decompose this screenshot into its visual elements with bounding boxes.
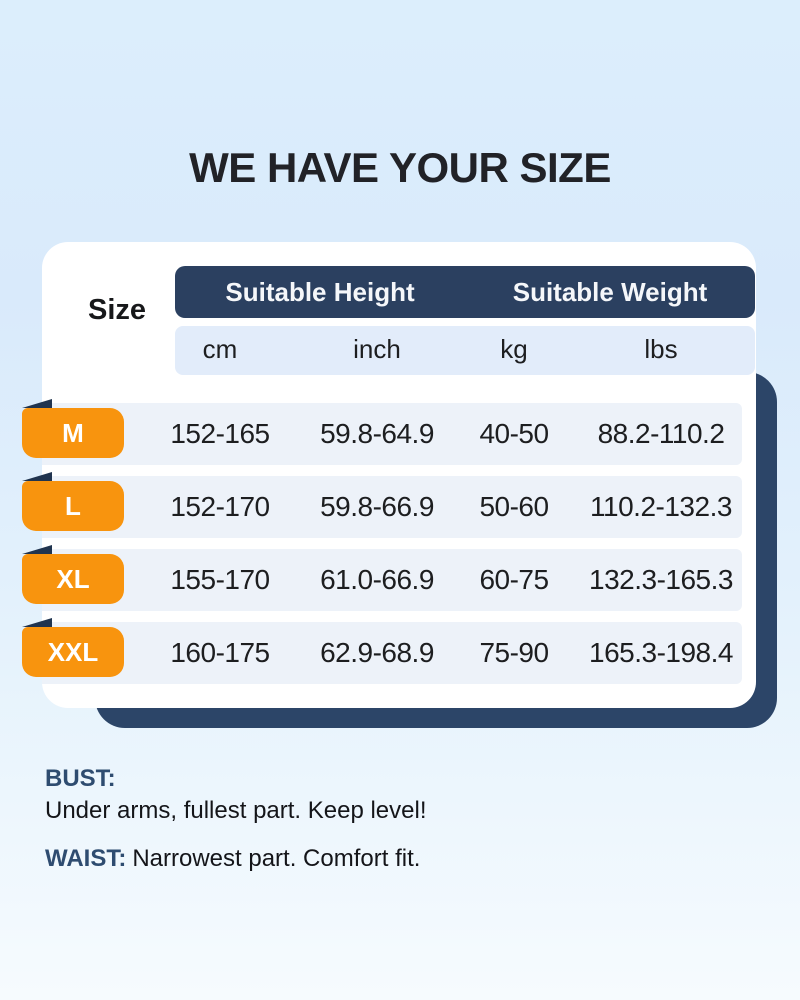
badge-fold-triangle-xl <box>22 545 52 554</box>
cell-m-kg: 40-50 <box>479 418 549 449</box>
table-row-band-m <box>42 403 742 465</box>
cell-l-cm: 152-170 <box>170 491 270 522</box>
size-badge-xxl: XXL <box>22 627 124 677</box>
cell-xl-cm: 155-170 <box>170 564 270 595</box>
size-column-label: Size <box>87 294 147 326</box>
waist-note-label: WAIST: <box>45 845 127 872</box>
cell-m-inch: 59.8-64.9 <box>320 418 434 449</box>
unit-cm: cm <box>202 334 238 364</box>
cell-xl-kg: 60-75 <box>479 564 549 595</box>
badge-fold-triangle-l <box>22 472 52 481</box>
header-suitable-height: Suitable Height <box>225 276 415 307</box>
page-title: WE HAVE YOUR SIZE <box>189 144 611 191</box>
bust-note-label: BUST: <box>45 765 116 792</box>
cell-xxl-kg: 75-90 <box>479 637 549 668</box>
header-suitable-weight: Suitable Weight <box>512 276 708 307</box>
table-row-band-xxl <box>42 622 742 684</box>
cell-xxl-inch: 62.9-68.9 <box>320 637 434 668</box>
waist-note-text: Narrowest part. Comfort fit. <box>132 845 421 872</box>
unit-kg: kg <box>500 334 528 364</box>
table-units-row <box>175 326 755 375</box>
cell-xl-lbs: 132.3-165.3 <box>589 564 733 595</box>
cell-m-cm: 152-165 <box>170 418 270 449</box>
cell-m-lbs: 88.2-110.2 <box>597 418 725 449</box>
table-row-band-xl <box>42 549 742 611</box>
table-row-band-l <box>42 476 742 538</box>
cell-xxl-cm: 160-175 <box>170 637 270 668</box>
waist-note-line: WAIST: Narrowest part. Comfort fit. <box>45 845 420 873</box>
size-badge-xl: XL <box>22 554 124 604</box>
size-badge-m: M <box>22 408 124 458</box>
cell-l-inch: 59.8-66.9 <box>320 491 434 522</box>
badge-fold-triangle-m <box>22 399 52 408</box>
unit-inch: inch <box>353 334 401 364</box>
cell-xxl-lbs: 165.3-198.4 <box>589 637 733 668</box>
cell-xl-inch: 61.0-66.9 <box>320 564 434 595</box>
unit-lbs: lbs <box>644 334 678 364</box>
table-header-bar: Suitable Height Suitable Weight <box>175 266 755 318</box>
badge-fold-triangle-xxl <box>22 618 52 627</box>
bust-note-text: Under arms, fullest part. Keep level! <box>45 797 427 824</box>
cell-l-kg: 50-60 <box>479 491 549 522</box>
size-badge-l: L <box>22 481 124 531</box>
cell-l-lbs: 110.2-132.3 <box>590 491 732 522</box>
